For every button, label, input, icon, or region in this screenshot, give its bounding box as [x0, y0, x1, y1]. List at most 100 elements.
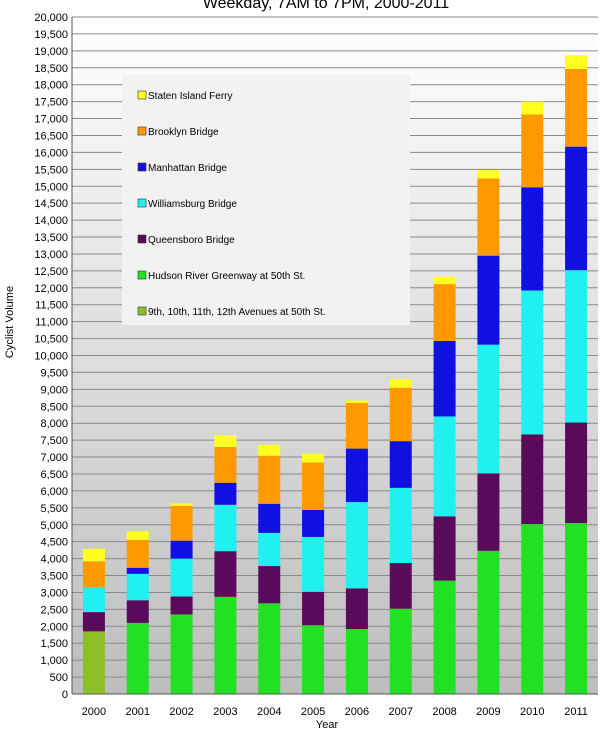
gridlines: [72, 16, 598, 695]
bar-segment: [521, 187, 544, 291]
y-tick-label: 14,500: [34, 198, 68, 210]
bar-segment: [477, 170, 500, 179]
y-tick-label: 11,000: [35, 317, 68, 329]
y-tick-label: 16,500: [34, 130, 68, 142]
bar-segment: [565, 68, 588, 147]
bar-segment: [433, 416, 456, 517]
bar-segment: [477, 550, 500, 694]
y-tick-label: 2,000: [40, 621, 68, 633]
bar-segment: [126, 573, 149, 601]
bar-segment: [389, 379, 412, 388]
bar-segment: [258, 455, 281, 504]
y-tick-label: 15,500: [34, 164, 68, 176]
legend-swatch: [137, 198, 147, 208]
bar-segment: [170, 540, 193, 559]
x-tick-label: 2005: [301, 706, 325, 718]
bar-segment: [389, 487, 412, 564]
legend-swatch: [137, 306, 147, 316]
bar-segment: [477, 255, 500, 345]
y-tick-label: 11,500: [35, 300, 68, 312]
legend: Staten Island Ferry Brooklyn Bridge Manhat…: [137, 90, 326, 318]
bar-segment: [82, 561, 105, 588]
bar-segment: [433, 276, 456, 285]
x-tick-label: 2004: [257, 706, 281, 718]
bar-segment: [345, 400, 368, 403]
bar-segment: [302, 462, 325, 510]
x-tick-label: 2003: [213, 706, 237, 718]
y-tick-label: 1,500: [40, 638, 68, 650]
bar-segment: [126, 567, 149, 574]
bar-segment: [214, 435, 237, 447]
bar-segment: [214, 551, 237, 597]
legend-label: 9th, 10th, 11th, 12th Avenues at 50th St…: [148, 307, 326, 318]
x-tick-label: 2010: [520, 706, 544, 718]
legend-swatch: [137, 270, 147, 280]
bar-segment: [521, 434, 544, 525]
bar-segment: [565, 523, 588, 694]
bar-segment: [170, 596, 193, 615]
bar-segment: [170, 503, 193, 506]
bar-segment: [258, 444, 281, 456]
x-tick-label: 2006: [345, 706, 369, 718]
bar-segment: [345, 402, 368, 449]
y-tick-label: 17,000: [34, 114, 68, 126]
bar-segment: [214, 482, 237, 505]
y-tick-label: 10,500: [34, 334, 68, 346]
x-axis-label: Year: [316, 719, 339, 730]
bar-segment: [565, 270, 588, 423]
bar-segment: [433, 580, 456, 694]
y-tick-label: 7,000: [40, 452, 68, 464]
bar-segment: [170, 505, 193, 541]
chart-title: Weekday, 7AM to 7PM, 2000-2011: [203, 0, 449, 12]
bar-segment: [126, 600, 149, 623]
x-tick-label: 2001: [126, 706, 150, 718]
bar-segment: [477, 344, 500, 474]
legend-label: Manhattan Bridge: [148, 163, 227, 174]
bar-segment: [302, 591, 325, 626]
bar-segment: [126, 539, 149, 568]
bar-segment: [170, 614, 193, 694]
y-tick-label: 4,000: [40, 554, 68, 566]
y-tick-label: 12,000: [34, 283, 68, 295]
bar-segment: [258, 532, 281, 567]
bar-segment: [302, 453, 325, 463]
bar-segment: [345, 502, 368, 589]
y-tick-label: 0: [62, 689, 68, 701]
legend-swatch: [137, 234, 147, 244]
bar-segment: [521, 101, 544, 115]
y-tick-label: 7,500: [40, 435, 68, 447]
y-tick-label: 13,000: [34, 249, 68, 261]
y-tick-label: 4,500: [40, 537, 68, 549]
y-tick-label: 3,500: [40, 571, 68, 583]
bar-segment: [477, 473, 500, 551]
y-tick-label: 18,500: [34, 63, 68, 75]
y-tick-label: 20,000: [34, 12, 68, 24]
x-tick-label: 2007: [389, 706, 413, 718]
y-tick-label: 10,000: [34, 351, 68, 363]
legend-label: Queensboro Bridge: [148, 235, 235, 246]
bar-segment: [82, 612, 105, 632]
x-tick-label: 2011: [564, 706, 588, 718]
x-tick-label: 2000: [82, 706, 106, 718]
y-tick-label: 3,000: [40, 587, 68, 599]
y-tick-label: 8,000: [40, 418, 68, 430]
bar-segment: [258, 603, 281, 694]
y-tick-label: 9,500: [40, 367, 68, 379]
bar-segment: [170, 558, 193, 597]
bar-segment: [389, 608, 412, 694]
y-axis-label: Cyclist Volume: [4, 286, 16, 358]
y-tick-label: 500: [50, 672, 68, 684]
y-tick-label: 13,500: [34, 232, 68, 244]
bar-segment: [126, 531, 149, 540]
legend-label: Williamsburg Bridge: [148, 199, 237, 210]
bar-segment: [565, 146, 588, 271]
y-tick-label: 8,500: [40, 401, 68, 413]
legend-swatch: [137, 162, 147, 172]
bar-segment: [82, 548, 105, 562]
legend-label: Hudson River Greenway at 50th St.: [148, 271, 305, 282]
bar-segment: [433, 340, 456, 417]
bar-segment: [214, 446, 237, 483]
y-tick-label: 17,500: [34, 97, 68, 109]
bar-segment: [433, 516, 456, 581]
